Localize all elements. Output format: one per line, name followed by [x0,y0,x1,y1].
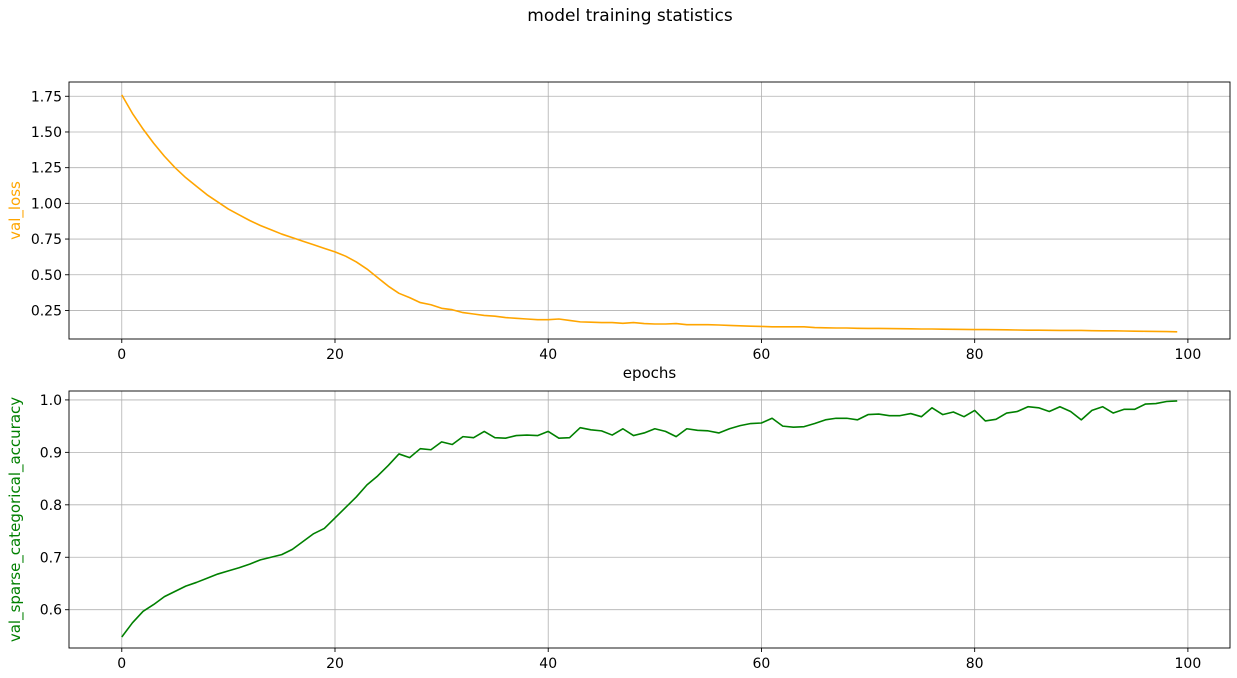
val-accuracy-axes-frame [68,390,1231,649]
val-loss-axes: 0 20 40 60 80 100 0.25 0.50 0.75 1.00 1.25 1.50 1.75… [6,81,1231,382]
val-accuracy-ytick-label: 1.0 [40,393,62,409]
val-loss-ytick-label: 0.50 [31,268,62,284]
val-loss-ytick-label: 1.50 [31,125,62,141]
val-loss-ytick-label: 1.25 [31,161,62,177]
val-loss-ytick-label: 1.00 [31,196,62,212]
val-accuracy-ytick-label: 0.9 [40,445,62,461]
val-loss-xlabel: epochs [623,364,677,382]
val-accuracy-xtick-label: 20 [326,656,344,672]
val-loss-xtick-label: 0 [117,347,126,363]
val-accuracy-xtick-label: 40 [539,656,557,672]
val-accuracy-xtick-label: 80 [966,656,984,672]
val-loss-xtick-label: 40 [539,347,557,363]
val-loss-series-line [121,94,1178,333]
val-loss-xtick-label: 60 [753,347,771,363]
val-accuracy-ytick-label: 0.7 [40,550,62,566]
figure-title: model training statistics [527,6,733,26]
val-accuracy-axes: 0 20 40 60 80 100 0.6 0.7 0.8 0.9 1.0 val_sparse_ca… [6,390,1231,672]
val-loss-ylabel: val_loss [6,181,25,240]
val-loss-xtick-label: 100 [1175,347,1202,363]
val-accuracy-ytick-label: 0.8 [40,498,62,514]
val-loss-ytick-label: 0.75 [31,232,62,248]
val-loss-axes-frame [68,81,1231,340]
val-accuracy-xtick-label: 60 [753,656,771,672]
val-loss-xtick-label: 20 [326,347,344,363]
val-accuracy-xtick-label: 0 [117,656,126,672]
val-loss-ytick-label: 0.25 [31,303,62,319]
val-accuracy-xtick-label: 100 [1175,656,1202,672]
val-accuracy-series-line [121,400,1178,638]
val-loss-ytick-label: 1.75 [31,89,62,105]
val-accuracy-ytick-label: 0.6 [40,603,62,619]
val-accuracy-ylabel: val_sparse_categorical_accuracy [6,397,25,642]
val-loss-xtick-label: 80 [966,347,984,363]
